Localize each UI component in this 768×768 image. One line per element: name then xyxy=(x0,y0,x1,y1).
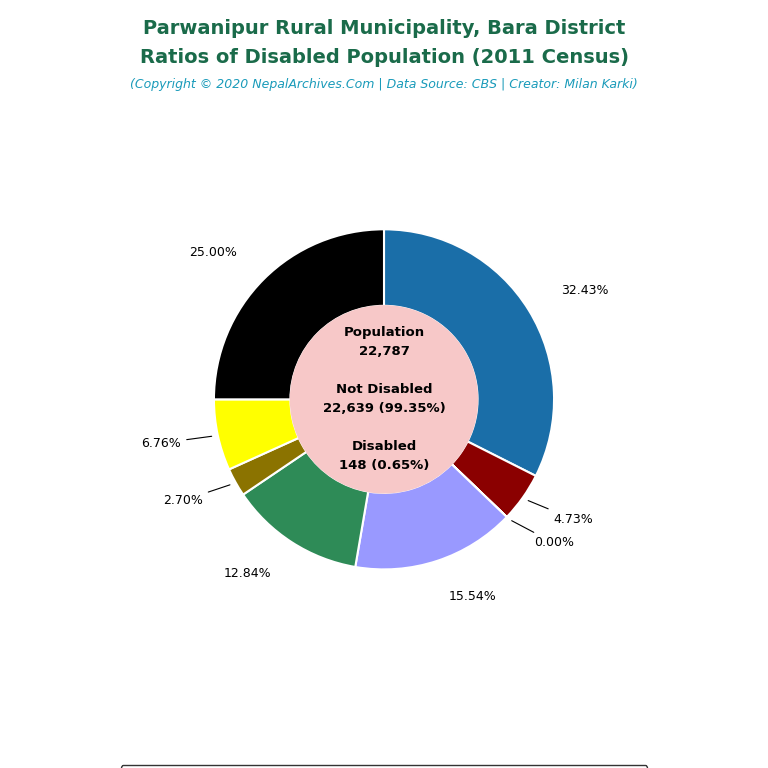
Text: 25.00%: 25.00% xyxy=(190,247,237,259)
Wedge shape xyxy=(214,399,299,469)
Wedge shape xyxy=(452,464,507,517)
Circle shape xyxy=(290,306,478,493)
Text: Parwanipur Rural Municipality, Bara District: Parwanipur Rural Municipality, Bara Dist… xyxy=(143,19,625,38)
Text: 6.76%: 6.76% xyxy=(141,436,212,449)
Wedge shape xyxy=(452,442,536,517)
Text: 15.54%: 15.54% xyxy=(449,590,497,603)
Legend: Physically Disable - 48 (M: 33 | F: 15), Deaf Only - 10 (M: 5 | F: 5), Speech Pr: Physically Disable - 48 (M: 33 | F: 15),… xyxy=(121,765,647,768)
Text: 12.84%: 12.84% xyxy=(223,568,272,580)
Text: 0.00%: 0.00% xyxy=(511,521,574,549)
Wedge shape xyxy=(214,230,384,399)
Text: Population
22,787

Not Disabled
22,639 (99.35%)

Disabled
148 (0.65%): Population 22,787 Not Disabled 22,639 (9… xyxy=(323,326,445,472)
Wedge shape xyxy=(243,452,368,567)
Text: 4.73%: 4.73% xyxy=(528,501,593,525)
Text: 32.43%: 32.43% xyxy=(561,284,608,297)
Text: 2.70%: 2.70% xyxy=(163,485,230,507)
Wedge shape xyxy=(356,464,507,569)
Text: (Copyright © 2020 NepalArchives.Com | Data Source: CBS | Creator: Milan Karki): (Copyright © 2020 NepalArchives.Com | Da… xyxy=(130,78,638,91)
Wedge shape xyxy=(229,438,306,495)
Text: Ratios of Disabled Population (2011 Census): Ratios of Disabled Population (2011 Cens… xyxy=(140,48,628,67)
Wedge shape xyxy=(384,230,554,476)
